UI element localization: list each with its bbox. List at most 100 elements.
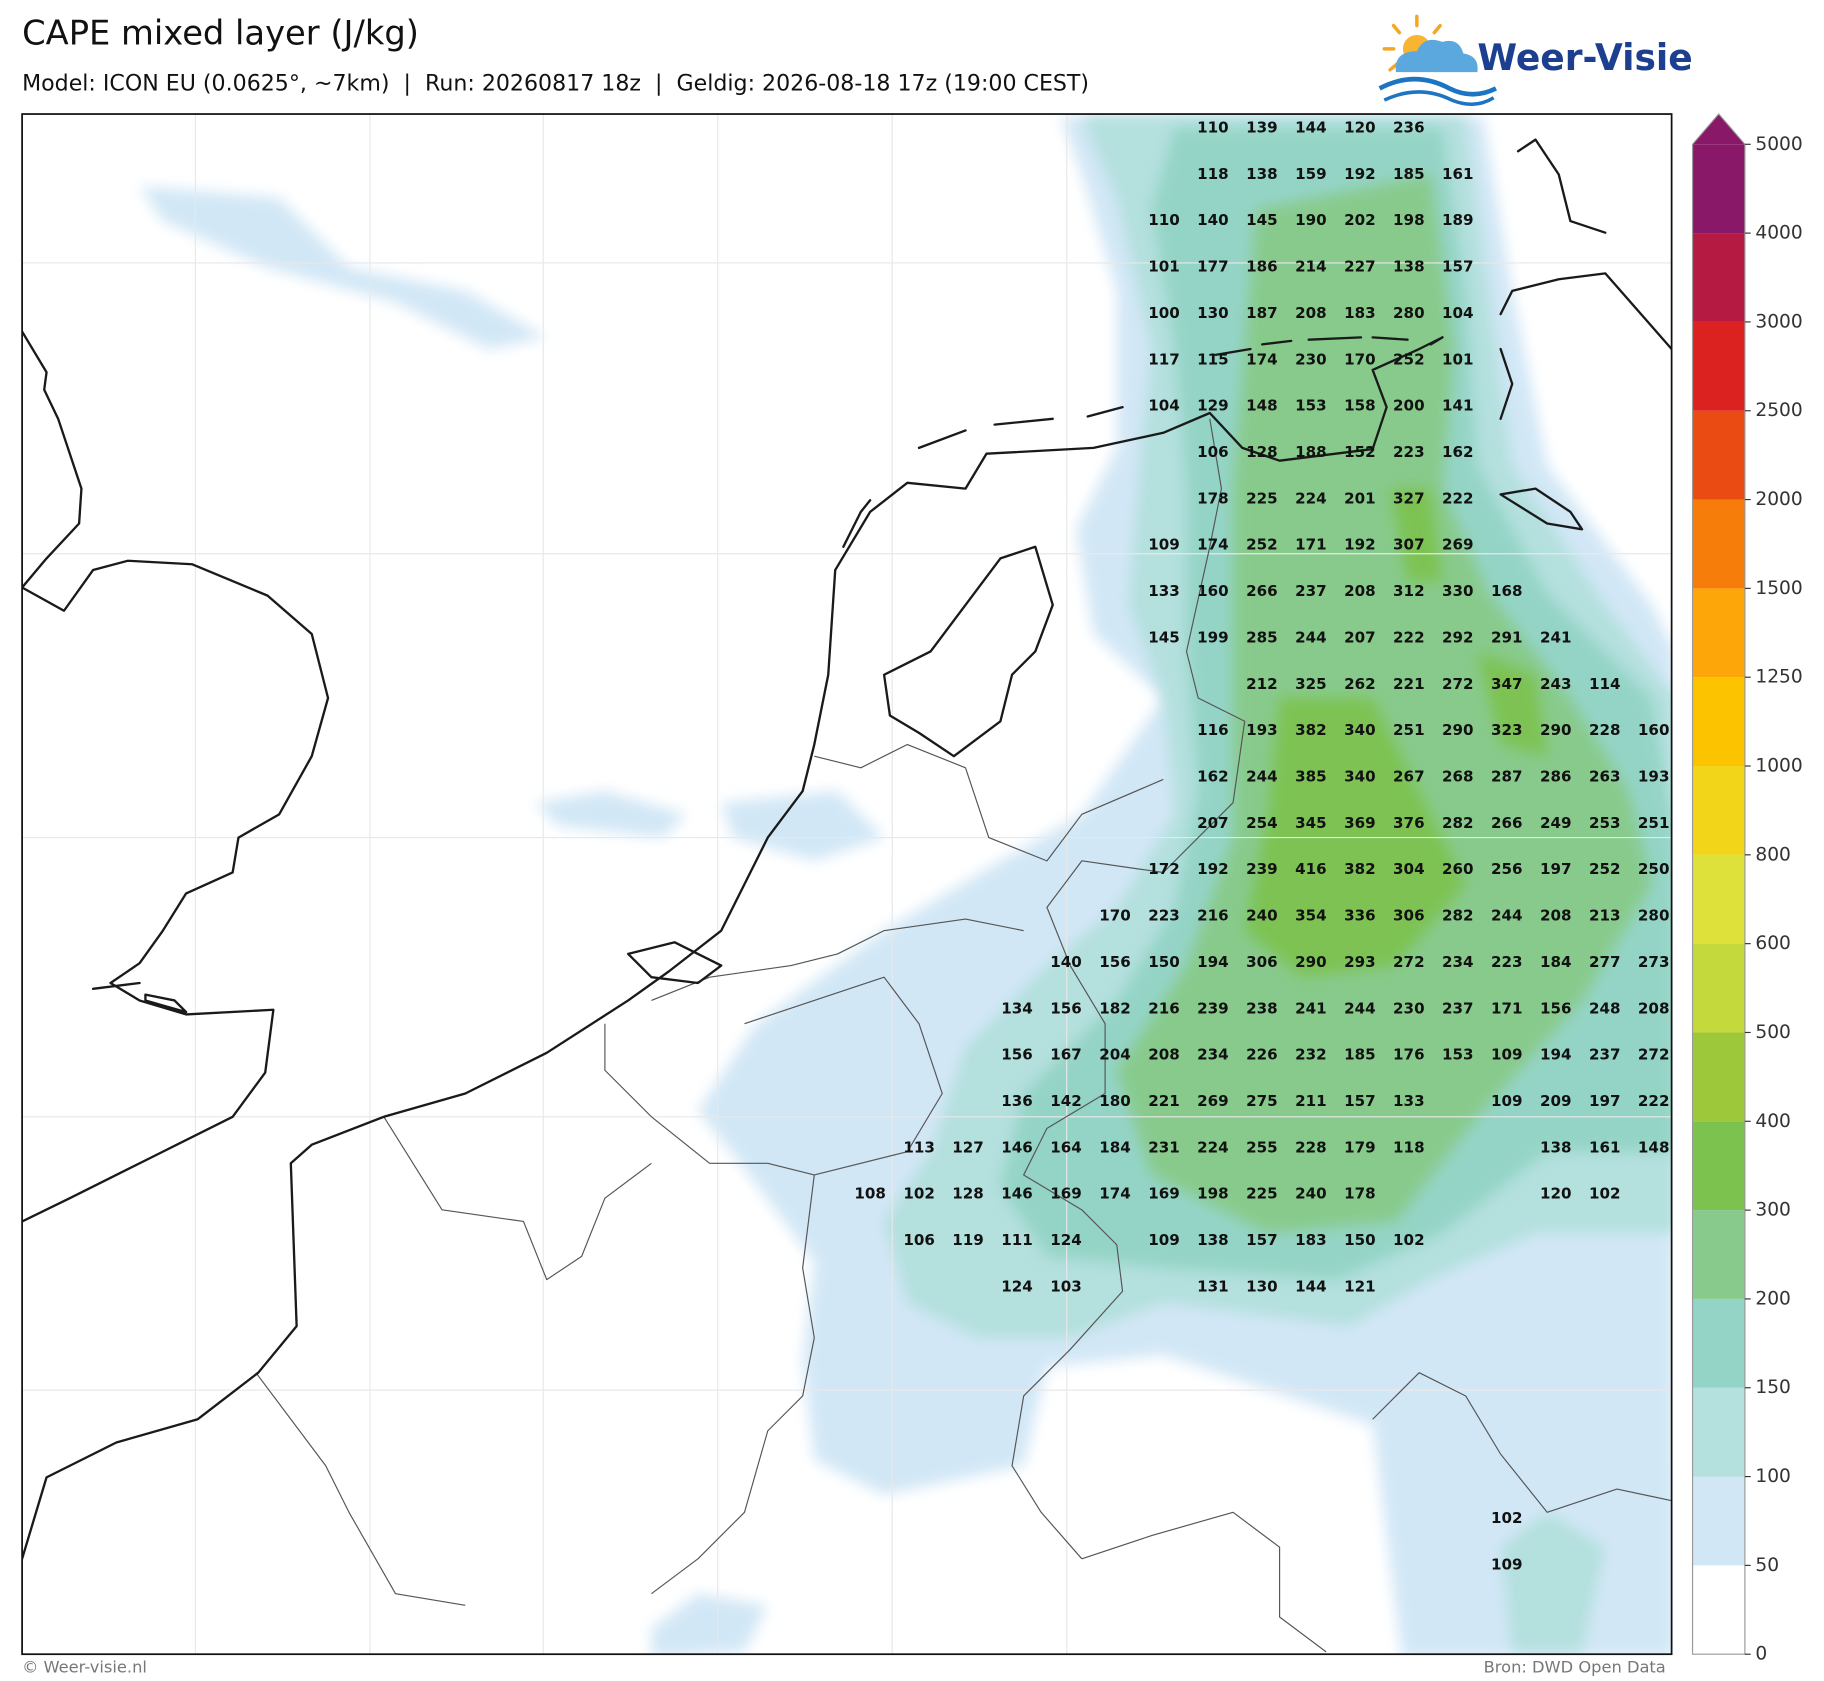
cape-value: 345: [1295, 814, 1327, 832]
colorbar-tick-label: 100: [1755, 1466, 1791, 1487]
cape-value: 197: [1540, 860, 1572, 878]
cape-value: 176: [1393, 1046, 1425, 1064]
cape-value: 269: [1442, 536, 1474, 554]
cape-value: 228: [1295, 1138, 1327, 1156]
cape-value: 385: [1295, 767, 1327, 785]
cape-value: 150: [1344, 1231, 1376, 1249]
cape-value: 128: [952, 1185, 984, 1203]
cape-value: 280: [1638, 907, 1670, 925]
cape-value: 251: [1393, 721, 1425, 739]
cape-value: 110: [1148, 211, 1180, 229]
logo-text: Weer-Visie: [1477, 37, 1692, 79]
cape-value: 157: [1442, 258, 1474, 276]
cape-value: 291: [1491, 628, 1523, 646]
cape-value: 207: [1197, 814, 1229, 832]
cape-value: 177: [1197, 258, 1229, 276]
cape-value: 208: [1295, 304, 1327, 322]
cape-value: 223: [1148, 907, 1180, 925]
colorbar-tick-label: 500: [1755, 1022, 1791, 1043]
cape-value: 260: [1442, 860, 1474, 878]
cape-value: 244: [1295, 628, 1327, 646]
cape-value: 152: [1344, 443, 1376, 461]
cape-value: 273: [1638, 953, 1670, 971]
cape-value: 252: [1246, 536, 1278, 554]
cape-value: 171: [1491, 999, 1523, 1017]
cape-value: 231: [1148, 1138, 1180, 1156]
cape-value: 266: [1246, 582, 1278, 600]
cape-value: 186: [1246, 258, 1278, 276]
cape-value: 244: [1491, 907, 1523, 925]
cape-value: 110: [1197, 119, 1229, 137]
cape-value: 109: [1491, 1046, 1523, 1064]
cape-value: 290: [1540, 721, 1572, 739]
cape-value: 192: [1344, 536, 1376, 554]
cape-value: 199: [1197, 628, 1229, 646]
colorbar-tick-label: 2000: [1755, 489, 1802, 510]
cape-value: 193: [1246, 721, 1278, 739]
cape-value: 382: [1344, 860, 1376, 878]
colorbar-segment: [1692, 1565, 1745, 1655]
cape-value: 148: [1638, 1138, 1670, 1156]
cape-value: 144: [1295, 1277, 1327, 1295]
cape-value: 124: [1050, 1231, 1082, 1249]
cape-value: 104: [1148, 397, 1180, 415]
cape-value: 306: [1246, 953, 1278, 971]
colorbar-outline: [1691, 113, 1746, 1655]
cape-value: 174: [1099, 1185, 1131, 1203]
cape-value: 234: [1197, 1046, 1229, 1064]
cape-value: 104: [1442, 304, 1474, 322]
cape-value: 189: [1442, 211, 1474, 229]
cape-value: 236: [1393, 119, 1425, 137]
cape-value: 109: [1148, 536, 1180, 554]
cape-value: 280: [1393, 304, 1425, 322]
cape-value: 141: [1442, 397, 1474, 415]
cape-value: 354: [1295, 907, 1327, 925]
cape-value: 252: [1589, 860, 1621, 878]
cape-value: 252: [1393, 350, 1425, 368]
cape-value: 267: [1393, 767, 1425, 785]
cape-value: 180: [1099, 1092, 1131, 1110]
cape-value: 253: [1589, 814, 1621, 832]
cape-value: 170: [1099, 907, 1131, 925]
cape-value: 145: [1246, 211, 1278, 229]
cape-value: 256: [1491, 860, 1523, 878]
footer-left: © Weer-visie.nl: [22, 1658, 147, 1677]
cape-value: 237: [1295, 582, 1327, 600]
cape-value: 158: [1344, 397, 1376, 415]
colorbar-segment: [1692, 943, 1745, 1033]
cape-value: 222: [1638, 1092, 1670, 1110]
cape-value: 240: [1246, 907, 1278, 925]
colorbar-segment: [1692, 1476, 1745, 1566]
cape-value: 162: [1197, 767, 1229, 785]
cape-value: 290: [1295, 953, 1327, 971]
cape-value: 146: [1001, 1138, 1033, 1156]
cape-value: 146: [1001, 1185, 1033, 1203]
colorbar-segment: [1692, 588, 1745, 678]
cape-value: 244: [1344, 999, 1376, 1017]
cape-value: 193: [1638, 767, 1670, 785]
colorbar-segment: [1692, 1387, 1745, 1477]
cape-value: 169: [1050, 1185, 1082, 1203]
cape-value: 262: [1344, 675, 1376, 693]
cape-value: 101: [1148, 258, 1180, 276]
cape-value: 164: [1050, 1138, 1082, 1156]
colorbar-tick-label: 300: [1755, 1200, 1791, 1221]
cape-value: 266: [1491, 814, 1523, 832]
cape-value: 211: [1295, 1092, 1327, 1110]
colorbar-segment: [1692, 499, 1745, 589]
cape-value: 243: [1540, 675, 1572, 693]
cape-value: 174: [1197, 536, 1229, 554]
cape-value: 162: [1442, 443, 1474, 461]
cape-value: 223: [1491, 953, 1523, 971]
colorbar-tick-label: 600: [1755, 933, 1791, 954]
cape-value: 208: [1148, 1046, 1180, 1064]
cape-value: 138: [1393, 258, 1425, 276]
colorbar-segment: [1692, 1121, 1745, 1211]
cape-value: 113: [903, 1138, 935, 1156]
cape-value: 272: [1393, 953, 1425, 971]
cape-value: 161: [1442, 165, 1474, 183]
cape-value: 102: [1393, 1231, 1425, 1249]
cape-value: 369: [1344, 814, 1376, 832]
footer-right: Bron: DWD Open Data: [1484, 1658, 1666, 1677]
cape-value: 111: [1001, 1231, 1033, 1249]
